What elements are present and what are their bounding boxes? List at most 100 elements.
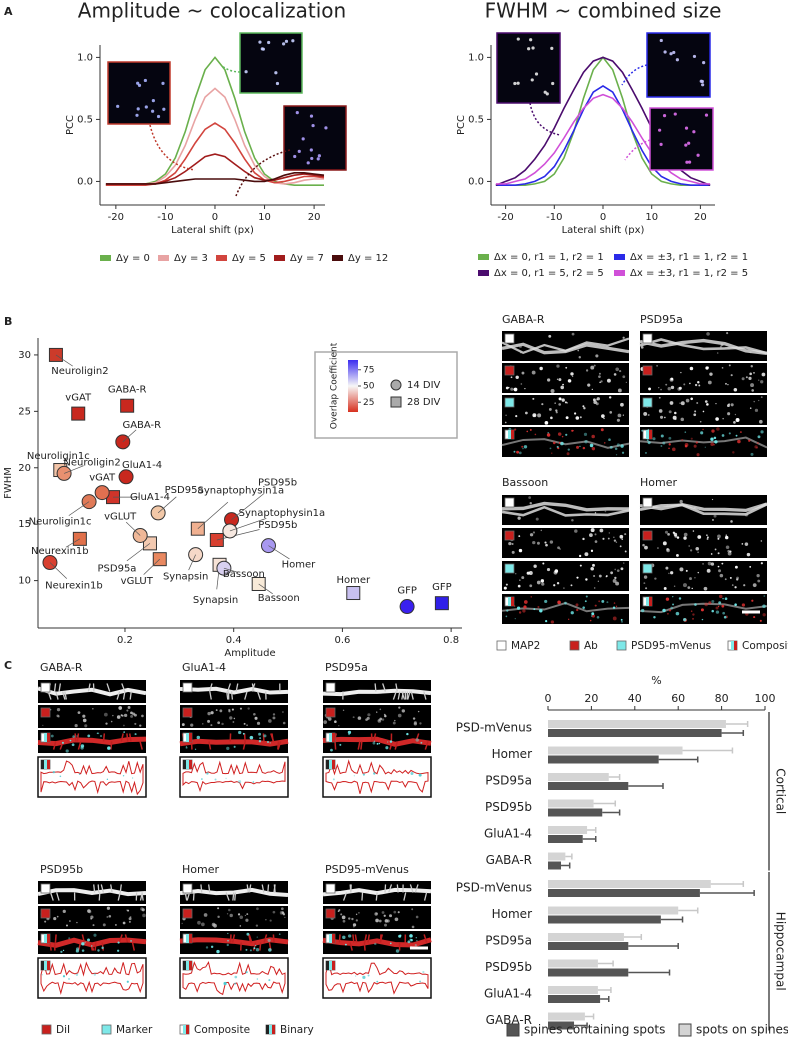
micrograph-speck [90,917,93,920]
micrograph-speck [258,739,262,743]
micrograph-speck [570,584,573,587]
micrograph-fiber [501,438,630,449]
error-bar [658,756,699,763]
micrograph-speck [376,711,378,713]
inset-spot [162,107,166,111]
micrograph-speck [667,532,670,536]
label-leader [68,501,90,516]
micrograph-speck [589,533,593,538]
micrograph-spine [139,741,143,750]
micrograph-speck [741,603,746,607]
legend-label: MAP2 [511,640,540,652]
inset-spot [684,126,689,130]
micrograph-speck [556,581,560,585]
x-tick-label: 0 [545,692,552,705]
inset-spot [551,81,555,86]
micrograph-fiber [639,602,768,614]
micrograph-speck [717,565,720,568]
point-label: GABA-R [108,385,147,396]
micrograph-spine [56,892,60,901]
micrograph-speck [741,543,744,545]
micrograph-spine [64,691,67,700]
micrograph-speck [206,772,209,775]
label-leader [197,501,229,529]
micrograph-speck [584,600,587,603]
point-label: Homer [282,560,317,571]
micrograph-speck [130,711,133,715]
micrograph-speck [253,712,256,716]
micrograph-speck [505,583,508,586]
micrograph-speck [520,383,523,385]
panel-title: GABA-R [40,661,83,674]
micrograph-speck [397,713,402,718]
micrograph-speck [711,429,715,433]
legend-label: Δx = 0, r1 = 1, r2 = 1 [494,252,604,263]
micrograph-speck [62,909,66,914]
micrograph-speck [139,724,142,727]
micrograph-speck [130,714,134,718]
scatter-point [118,469,134,485]
error-bar [678,907,699,914]
micrograph-speck [689,366,694,371]
micrograph-speck [357,716,362,720]
bar [548,1021,575,1030]
micrograph-speck [652,437,656,441]
micrograph-speck [680,401,685,406]
channel-icon [329,760,332,769]
micrograph-speck [612,616,617,621]
micrograph-speck [716,427,720,431]
error-bar [584,1013,595,1020]
micrograph-speck [556,364,560,368]
micrograph-spine [257,691,262,700]
x-tick-label: 0 [212,212,218,223]
micrograph [180,906,288,929]
category-label: GABA-R [486,853,532,867]
micrograph-speck [555,411,558,414]
micrograph-speck [758,399,760,402]
micrograph-speck [259,737,262,740]
micrograph-speck [608,532,611,534]
micrograph-spine [388,884,393,893]
micrograph-speck [727,346,731,350]
micrograph-speck [660,388,662,391]
micrograph-spine [184,892,188,901]
micrograph-speck [536,541,540,545]
micrograph-speck [52,770,56,774]
micrograph-speck [93,933,97,937]
micrograph-speck [412,717,416,720]
micrograph-speck [246,932,250,936]
micrograph-speck [605,575,608,578]
micrograph-speck [696,453,700,457]
inset-spot [301,137,305,141]
micrograph-speck [126,980,129,983]
channel-icon [47,961,50,970]
micrograph-speck [564,602,567,605]
micrograph-speck [613,536,615,538]
micrograph-speck [106,916,109,918]
legend-swatch [158,255,169,261]
micrograph-speck [347,730,352,735]
micrograph-speck [269,919,272,922]
error-bar [587,827,597,833]
y-tick-label: 10 [18,576,31,587]
micrograph-speck [553,584,556,587]
micrograph-speck [712,519,714,521]
y-tick-label: 30 [18,350,31,361]
point-label: Neuroligin2 [63,457,120,468]
x-tick-label: 0.8 [443,635,459,646]
micrograph-spine [423,934,428,943]
micrograph-speck [74,724,78,728]
inset-spot [295,111,299,115]
micrograph-speck [668,609,672,612]
error-bar [682,747,734,754]
micrograph-speck [599,528,604,533]
micrograph-speck [728,364,731,367]
micrograph-speck [69,920,71,922]
scatter-point [399,599,415,615]
micrograph-speck [411,925,415,929]
channel-icon [511,597,514,606]
bar [548,852,566,861]
micrograph-speck [232,721,235,723]
micrograph-speck [591,446,596,451]
